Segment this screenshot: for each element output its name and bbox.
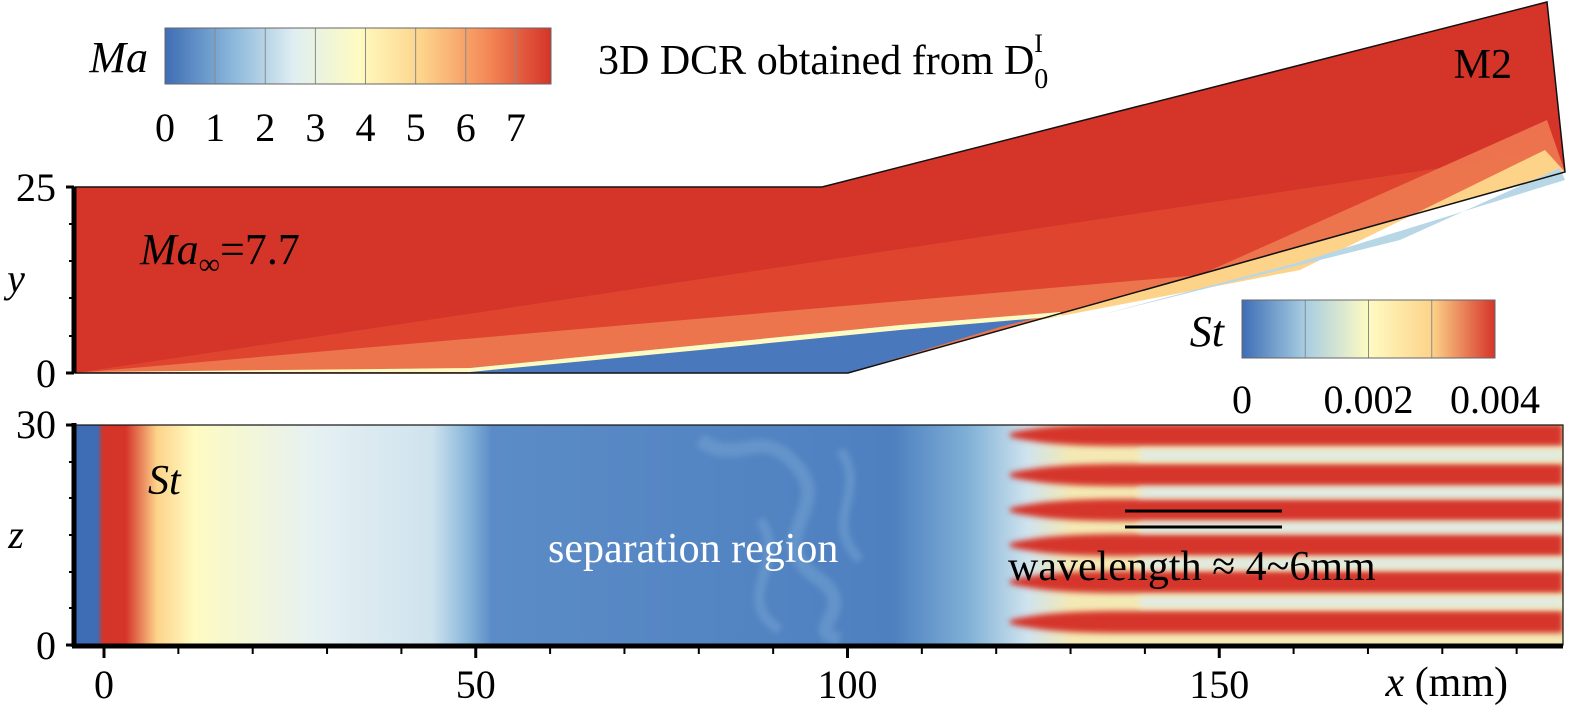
x-axis-tick-label: 100 [818,662,878,707]
mach-colorbar-tick: 1 [205,105,225,150]
heat-streak [1010,534,1563,556]
streak-gap [1140,451,1563,459]
streak-gap [1140,488,1563,497]
boundary-layer-edge [95,312,1062,372]
streak-gap [1140,523,1563,532]
stanton-colorbar-tick: 0 [1232,377,1252,422]
heat-streak [1010,425,1563,446]
stanton-colorbar-tick: 0.002 [1324,377,1414,422]
mach-colorbar-tick: 0 [155,105,175,150]
leading-edge-shock-layer [75,152,1565,373]
stanton-ytick-bottom: 0 [36,623,56,668]
mach-ytick-top: 25 [16,165,56,210]
mach-colorbar-tick: 2 [255,105,275,150]
stanton-x-axis: 0 50 100 150 x (mm) [72,643,1563,707]
stanton-ylabel: z [7,512,24,557]
x-axis-tick-label: 150 [1189,662,1249,707]
mach-colorbar-tick: 7 [506,105,526,150]
x-axis-tick-label: 0 [94,662,114,707]
stanton-contour-panel: St separation region wavelength ≈ 4~6mm [74,424,1564,647]
separation-texture [695,434,864,647]
heat-streak [1010,464,1563,486]
stanton-colorbar: St 0 0.002 0.004 [1190,299,1540,422]
mach-colorbar-tick: 5 [406,105,426,150]
separation-annotation: separation region [548,526,838,572]
freestream-label: Ma∞=7.7 [139,225,300,281]
ramp-boundary-layer [1040,150,1565,320]
heat-streak [1010,571,1563,593]
heat-streak [1010,499,1563,521]
model-label: M2 [1454,42,1512,88]
stanton-colorbar-label: St [1190,307,1226,356]
mach-colorbar-label: Ma [88,33,148,82]
wavelength-annotation: wavelength ≈ 4~6mm [1008,544,1376,590]
mach-title: 3D DCR obtained from D0I [598,29,1048,95]
mach-colorbar-tick: 4 [356,105,376,150]
mach-colorbar-tick: 6 [456,105,476,150]
mach-ylabel: y [3,256,25,301]
heat-streak [1010,611,1563,633]
streak-gap [1140,598,1563,606]
compressed-layer [75,120,1565,373]
stanton-xlabel: x (mm) [1385,660,1508,706]
x-axis-tick-label: 50 [456,662,496,707]
stanton-ytick-top: 30 [16,402,56,447]
streak-gap [1140,559,1563,568]
stanton-z-axis: 30 0 z [7,402,77,668]
mach-ytick-bottom: 0 [36,351,56,396]
stanton-colorbar-tick: 0.004 [1450,377,1540,422]
mach-y-axis: 25 0 y [3,165,77,396]
mach-colorbar-tick: 3 [305,105,325,150]
mach-colorbar-gradient [165,28,551,84]
stanton-field-label: St [148,458,182,504]
